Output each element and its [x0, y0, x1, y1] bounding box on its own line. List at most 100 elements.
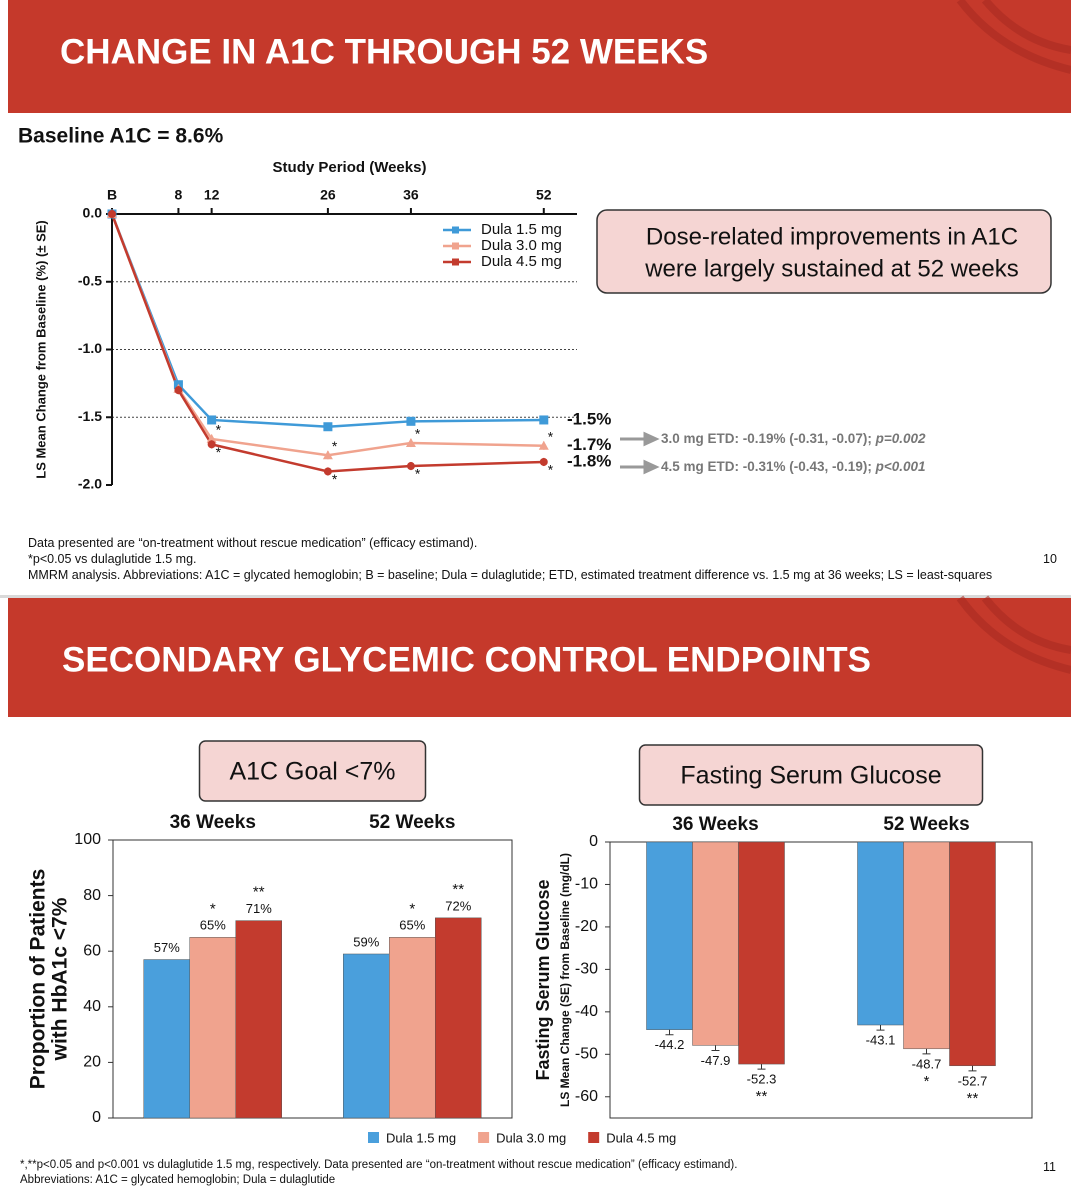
legend-label: Dula 3.0 mg — [481, 237, 562, 254]
value-label: -48.7 — [912, 1056, 942, 1071]
legend-label: Dula 3.0 mg — [496, 1130, 566, 1145]
x-tick-label: 52 — [536, 187, 552, 203]
category-label: 52 Weeks — [883, 814, 969, 835]
marker — [406, 462, 415, 471]
legend-label: Dula 4.5 mg — [481, 253, 562, 270]
y-tick-label: -50 — [575, 1046, 598, 1063]
value-label: 59% — [353, 934, 379, 949]
marker — [207, 415, 217, 425]
error-bar — [968, 1065, 977, 1072]
slide-title: CHANGE IN A1C THROUGH 52 WEEKS — [60, 32, 708, 71]
chart-title: Fasting Serum Glucose — [680, 762, 941, 790]
marker — [108, 210, 116, 218]
etd-text: 3.0 mg ETD: -0.19% (-0.31, -0.07); p=0.0… — [661, 431, 926, 446]
marker — [323, 422, 333, 432]
y-tick-label: 0 — [92, 1109, 101, 1126]
significance-label: * — [415, 426, 421, 442]
significance-label: * — [332, 438, 338, 454]
plot-frame — [112, 839, 513, 1119]
value-label: 65% — [200, 918, 226, 933]
callout-text: were largely sustained at 52 weeks — [644, 255, 1019, 282]
significance-label: * — [210, 900, 216, 917]
legend-label: Dula 4.5 mg — [606, 1130, 676, 1145]
bar — [189, 937, 236, 1119]
x-tick-label: 12 — [204, 187, 220, 203]
marker — [538, 440, 549, 450]
etd-value: 4.5 mg ETD: -0.31% (-0.43, -0.19); — [661, 459, 876, 474]
y-tick-label: 20 — [83, 1054, 101, 1071]
title-box — [638, 744, 984, 806]
value-label: -52.7 — [958, 1073, 988, 1088]
legend-label: Dula 1.5 mg — [386, 1130, 456, 1145]
significance-label: ** — [967, 1090, 979, 1107]
bar — [343, 953, 390, 1119]
x-tick-label: 36 — [403, 187, 419, 203]
marker — [207, 440, 216, 449]
significance-label: * — [332, 471, 338, 487]
page-number: 11 — [1043, 1160, 1056, 1174]
callout-text: Dose-related improvements in A1C — [646, 223, 1018, 250]
value-label: -43.1 — [866, 1033, 896, 1048]
significance-label: * — [548, 428, 554, 444]
y-tick-label: 100 — [74, 831, 101, 848]
significance-label: * — [216, 444, 222, 460]
title-box — [198, 740, 427, 802]
marker — [323, 467, 332, 476]
y-tick-label: -1.0 — [78, 340, 102, 356]
footnotes: Data presented are “on-treatment without… — [28, 535, 1028, 593]
legend-marker — [452, 226, 459, 234]
footnote: MMRM analysis. Abbreviations: A1C = glyc… — [28, 568, 993, 582]
value-label: 71% — [246, 901, 272, 916]
marker — [405, 437, 416, 447]
callout-box — [596, 209, 1052, 294]
marker — [406, 416, 416, 426]
significance-label: * — [415, 466, 421, 482]
value-label: 72% — [445, 898, 471, 913]
error-bar — [711, 1045, 720, 1051]
category-label: 52 Weeks — [369, 812, 455, 833]
y-tick-label: -2.0 — [78, 476, 102, 492]
bar — [692, 841, 739, 1046]
y-axis-label: Proportion of Patients — [27, 869, 50, 1090]
error-bar — [876, 1025, 885, 1031]
error-bar — [665, 1029, 674, 1036]
marker — [174, 386, 183, 395]
footnotes: *,**p<0.05 and p<0.001 vs dulaglutide 1.… — [20, 1158, 1020, 1194]
slide-title: SECONDARY GLYCEMIC CONTROL ENDPOINTS — [62, 640, 871, 679]
bar — [389, 937, 436, 1119]
end-label: -1.8% — [567, 451, 611, 470]
arrow — [620, 459, 660, 475]
y-axis-label: Fasting Serum Glucose — [533, 879, 553, 1080]
y-axis-label: LS Mean Change from Baseline (%) (± SE) — [33, 220, 48, 479]
legend-swatch — [478, 1132, 490, 1143]
significance-label: ** — [253, 884, 265, 901]
arrow — [620, 431, 660, 447]
bar — [646, 841, 693, 1030]
footnote: Data presented are “on-treatment without… — [28, 536, 478, 550]
bar — [857, 841, 904, 1026]
page-number: 10 — [1043, 552, 1057, 566]
plot-frame — [609, 841, 1033, 1119]
y-tick-label: 40 — [83, 998, 101, 1015]
p-value: p<0.001 — [875, 459, 926, 474]
subtitle: Baseline A1C = 8.6% — [18, 125, 224, 148]
marker — [322, 450, 333, 460]
footnote: Abbreviations: A1C = glycated hemoglobin… — [20, 1174, 336, 1186]
p-value: p=0.002 — [875, 431, 926, 446]
x-axis-label: Study Period (Weeks) — [273, 159, 427, 176]
bar — [738, 841, 785, 1065]
x-tick-label: B — [107, 187, 117, 203]
header-decoration — [956, 595, 1071, 674]
y-tick-label: -1.5 — [78, 408, 102, 424]
etd-text: 4.5 mg ETD: -0.31% (-0.43, -0.19); p<0.0… — [661, 459, 926, 474]
y-tick-label: -0.5 — [78, 272, 102, 288]
significance-label: * — [409, 900, 415, 917]
value-label: -44.2 — [655, 1037, 685, 1052]
legend-swatch — [588, 1132, 600, 1143]
etd-value: 3.0 mg ETD: -0.19% (-0.31, -0.07); — [661, 431, 876, 446]
marker — [206, 433, 217, 443]
series-line — [110, 213, 544, 473]
legend-marker — [452, 258, 459, 266]
y-tick-label: -40 — [575, 1003, 598, 1020]
